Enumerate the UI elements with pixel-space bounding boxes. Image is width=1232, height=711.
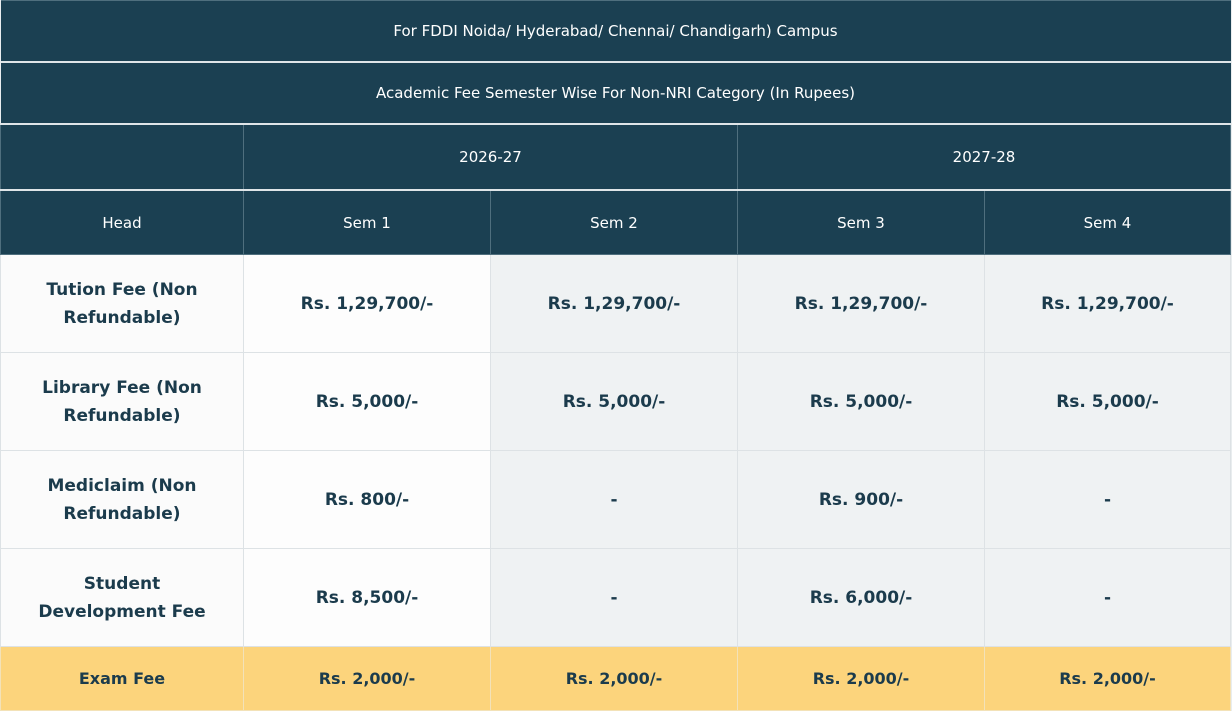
fee-cell: Rs. 5,000/- [983,352,1232,451]
year-header: 2026-27 [243,123,738,191]
fee-cell: - [983,450,1232,549]
fee-cell: Rs. 1,29,700/- [737,254,985,353]
fee-cell: Rs. 800/- [243,450,491,549]
row-head: Tution Fee (Non Refundable) [0,254,244,353]
row-head: Library Fee (Non Refundable) [0,352,244,451]
row-head: Exam Fee [0,646,244,711]
fee-cell: Rs. 2,000/- [243,646,491,711]
fee-cell: - [983,548,1232,647]
table-row: Student Development Fee Rs. 8,500/- - Rs. 6… [0,548,1232,647]
column-header-sem4: Sem 4 [983,189,1232,255]
column-header-head: Head [0,189,244,255]
table-row: Library Fee (Non Refundable) Rs. 5,000/- R… [0,352,1232,451]
fee-cell: Rs. 1,29,700/- [490,254,738,353]
empty-header-cell [0,123,244,191]
year-header: 2027-28 [736,123,1232,191]
fee-cell: Rs. 1,29,700/- [983,254,1232,353]
fee-cell: Rs. 1,29,700/- [243,254,491,353]
fee-cell: Rs. 2,000/- [490,646,738,711]
fee-cell: Rs. 2,000/- [737,646,985,711]
table-row: Mediclaim (Non Refundable) Rs. 800/- - Rs. … [0,450,1232,549]
fee-cell: Rs. 5,000/- [490,352,738,451]
fee-cell: Rs. 900/- [737,450,985,549]
row-head: Student Development Fee [0,548,244,647]
fee-cell: Rs. 5,000/- [737,352,985,451]
fee-cell: - [490,450,738,549]
column-header-sem1: Sem 1 [243,189,491,255]
column-header-sem3: Sem 3 [737,189,985,255]
fee-cell: Rs. 2,000/- [983,646,1232,711]
column-header-sem2: Sem 2 [490,189,738,255]
campus-title: For FDDI Noida/ Hyderabad/ Chennai/ Chan… [0,0,1231,63]
fee-title: Academic Fee Semester Wise For Non-NRI C… [0,61,1231,125]
fee-cell: - [490,548,738,647]
table-row: Exam Fee Rs. 2,000/- Rs. 2,000/- Rs. 2,000/… [0,646,1232,711]
fee-cell: Rs. 6,000/- [737,548,985,647]
table-row: Tution Fee (Non Refundable) Rs. 1,29,700/… [0,254,1232,353]
fee-cell: Rs. 8,500/- [243,548,491,647]
row-head: Mediclaim (Non Refundable) [0,450,244,549]
fee-cell: Rs. 5,000/- [243,352,491,451]
